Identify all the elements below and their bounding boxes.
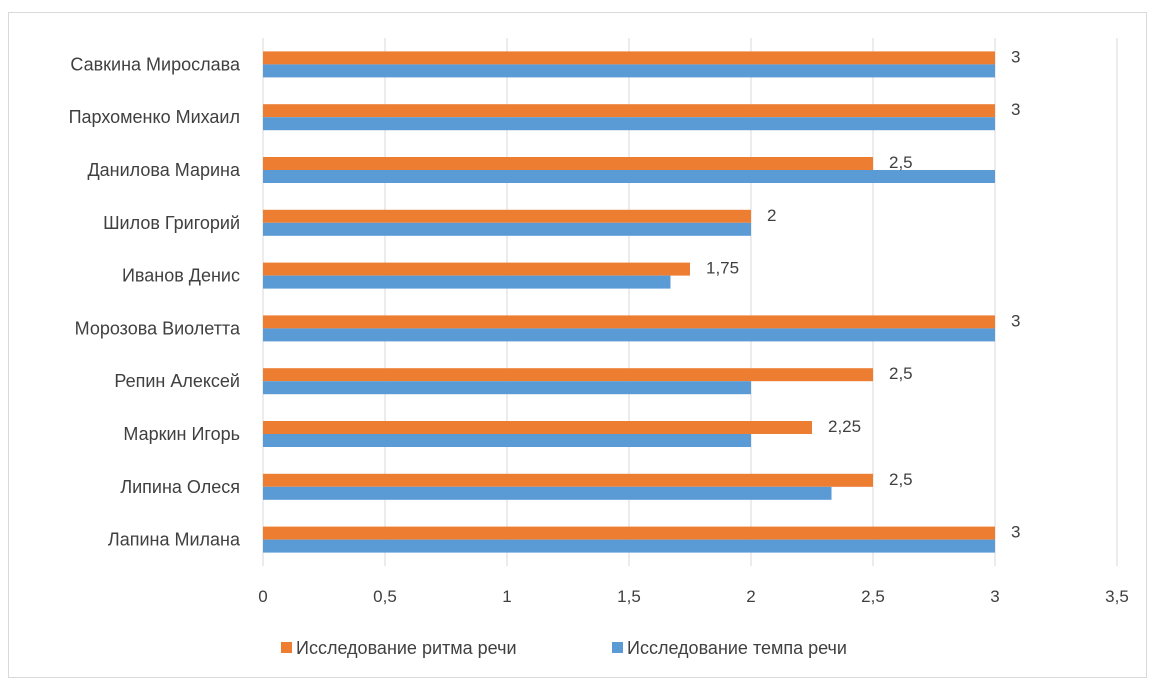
rhythm-bar	[263, 526, 995, 540]
x-tick-label: 3	[990, 587, 999, 606]
x-tick-label: 1,5	[617, 587, 641, 606]
data-label: 3	[1011, 47, 1020, 66]
tempo-bar	[263, 381, 751, 395]
category-label: Савкина Мирослава	[70, 54, 241, 74]
rhythm-bar	[263, 157, 873, 170]
rhythm-bar	[263, 473, 873, 487]
rhythm-bar	[263, 104, 995, 118]
category-label: Шилов Григорий	[103, 213, 240, 233]
rhythm-bar	[263, 209, 751, 223]
legend-item-tempo: Исследование темпа речи	[627, 638, 847, 658]
data-label: 2	[767, 206, 776, 225]
category-label: Данилова Марина	[87, 160, 240, 180]
data-label: 3	[1011, 523, 1020, 542]
tempo-bar	[263, 275, 671, 289]
x-tick-label: 0,5	[373, 587, 397, 606]
legend-swatch	[612, 642, 623, 653]
legend-swatch	[281, 642, 292, 653]
category-labels: Лапина Милана Липина Олеся Маркин Игорь Реп…	[69, 54, 241, 549]
tempo-bar	[263, 222, 751, 236]
category-label: Иванов Денис	[122, 266, 240, 286]
data-label: 2,5	[889, 470, 913, 489]
category-label: Лапина Милана	[108, 530, 241, 550]
rhythm-bar	[263, 368, 873, 382]
x-tick-label: 3,5	[1105, 587, 1129, 606]
x-tick-label: 2	[746, 587, 755, 606]
tempo-bar	[263, 434, 751, 447]
data-label: 2,5	[889, 364, 913, 383]
rhythm-bar	[263, 51, 995, 65]
rhythm-bar	[263, 421, 812, 434]
tempo-bar	[263, 170, 995, 183]
legend: Исследование ритма речи Исследование темп…	[281, 638, 847, 658]
x-tick-label: 2,5	[861, 587, 885, 606]
rhythm-bar	[263, 262, 690, 276]
data-labels: 3 2,5 2,25 2,5 3 1,75 2 2,5 3 3	[706, 47, 1020, 541]
x-tick-label: 1	[502, 587, 511, 606]
tempo-bar	[263, 328, 995, 342]
data-label: 2,5	[889, 153, 913, 172]
data-label: 3	[1011, 100, 1020, 119]
legend-item-rhythm: Исследование ритма речи	[296, 638, 517, 658]
tempo-bar	[263, 486, 832, 500]
data-label: 3	[1011, 311, 1020, 330]
data-label: 1,75	[706, 259, 739, 278]
x-tick-labels: 0 0,5 1 1,5 2 2,5 3 3,5	[258, 587, 1129, 606]
rhythm-bar	[263, 315, 995, 329]
category-label: Репин Алексей	[114, 371, 240, 391]
category-label: Липина Олеся	[120, 477, 240, 497]
x-tick-label: 0	[258, 587, 267, 606]
tempo-bar	[263, 539, 995, 553]
tempo-bar	[263, 64, 995, 78]
category-label: Маркин Игорь	[123, 424, 240, 444]
data-label: 2,25	[828, 417, 861, 436]
category-label: Пархоменко Михаил	[69, 107, 240, 127]
bars	[263, 51, 995, 553]
tempo-bar	[263, 117, 995, 131]
category-label: Морозова Виолетта	[75, 318, 241, 338]
